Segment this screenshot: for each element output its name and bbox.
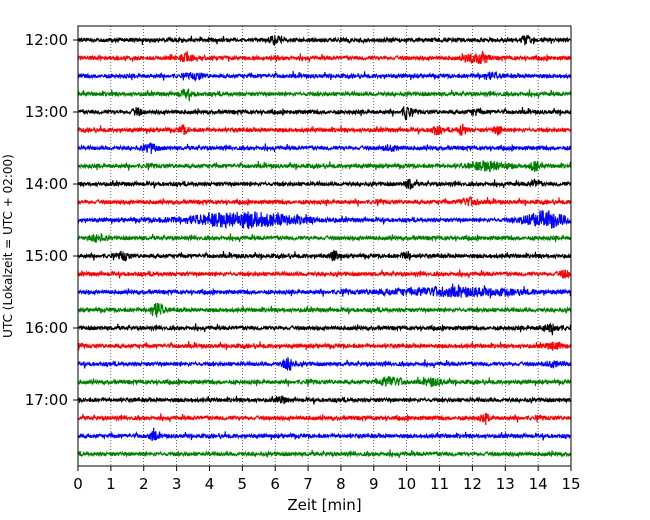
trace-1615 bbox=[77, 340, 572, 351]
y-axis-label: UTC (Lokalzeit = UTC + 02:00) bbox=[1, 154, 15, 338]
y-tick-label: 16:00 bbox=[25, 319, 68, 337]
trace-1500 bbox=[77, 249, 572, 262]
trace-1700 bbox=[77, 395, 572, 405]
trace-1200 bbox=[77, 34, 572, 46]
trace-1745 bbox=[77, 449, 572, 459]
seismic-traces bbox=[77, 34, 572, 459]
trace-1345 bbox=[77, 160, 572, 173]
y-tick-label: 14:00 bbox=[25, 175, 68, 193]
trace-1630 bbox=[77, 357, 572, 371]
x-tick-label: 8 bbox=[336, 475, 346, 493]
x-axis-ticks: 0 1 2 3 4 5 6 7 8 9 10 11 12 13 14 15 bbox=[73, 466, 581, 493]
x-tick-label: 4 bbox=[205, 475, 215, 493]
plot-frame bbox=[77, 25, 572, 467]
x-tick-label: 6 bbox=[270, 475, 280, 493]
trace-1645 bbox=[77, 375, 572, 388]
trace-1300 bbox=[77, 106, 572, 121]
y-tick-label: 17:00 bbox=[25, 391, 68, 409]
trace-1515 bbox=[77, 269, 572, 279]
trace-1530 bbox=[77, 283, 572, 299]
trace-1715 bbox=[77, 412, 572, 426]
y-tick-label: 13:00 bbox=[25, 103, 68, 121]
y-axis-ticks: 12:00 13:00 14:00 15:00 16:00 17:00 bbox=[25, 31, 78, 409]
trace-1230 bbox=[77, 70, 572, 83]
x-tick-label: 13 bbox=[496, 475, 515, 493]
trace-1330 bbox=[77, 142, 572, 155]
x-tick-label: 1 bbox=[106, 475, 116, 493]
trace-1430 bbox=[77, 209, 572, 230]
trace-1730 bbox=[77, 427, 572, 441]
x-tick-label: 0 bbox=[73, 475, 83, 493]
trace-1245 bbox=[77, 87, 572, 102]
x-tick-label: 5 bbox=[238, 475, 248, 493]
trace-1215 bbox=[77, 50, 572, 65]
x-tick-label: 3 bbox=[172, 475, 182, 493]
x-tick-label: 9 bbox=[369, 475, 379, 493]
trace-1545 bbox=[77, 302, 572, 318]
trace-1315 bbox=[77, 123, 572, 136]
trace-1400 bbox=[77, 178, 572, 191]
x-tick-label: 7 bbox=[303, 475, 313, 493]
x-tick-label: 14 bbox=[529, 475, 548, 493]
x-tick-label: 15 bbox=[561, 475, 580, 493]
x-tick-label: 10 bbox=[397, 475, 416, 493]
x-tick-label: 12 bbox=[463, 475, 482, 493]
y-tick-label: 12:00 bbox=[25, 31, 68, 49]
trace-1415 bbox=[77, 196, 572, 207]
y-tick-label: 15:00 bbox=[25, 247, 68, 265]
grid-lines bbox=[110, 26, 539, 466]
x-tick-label: 2 bbox=[139, 475, 149, 493]
x-axis-label: Zeit [min] bbox=[287, 496, 361, 514]
x-tick-label: 11 bbox=[430, 475, 449, 493]
trace-1445 bbox=[77, 233, 572, 244]
trace-1600 bbox=[77, 322, 572, 336]
